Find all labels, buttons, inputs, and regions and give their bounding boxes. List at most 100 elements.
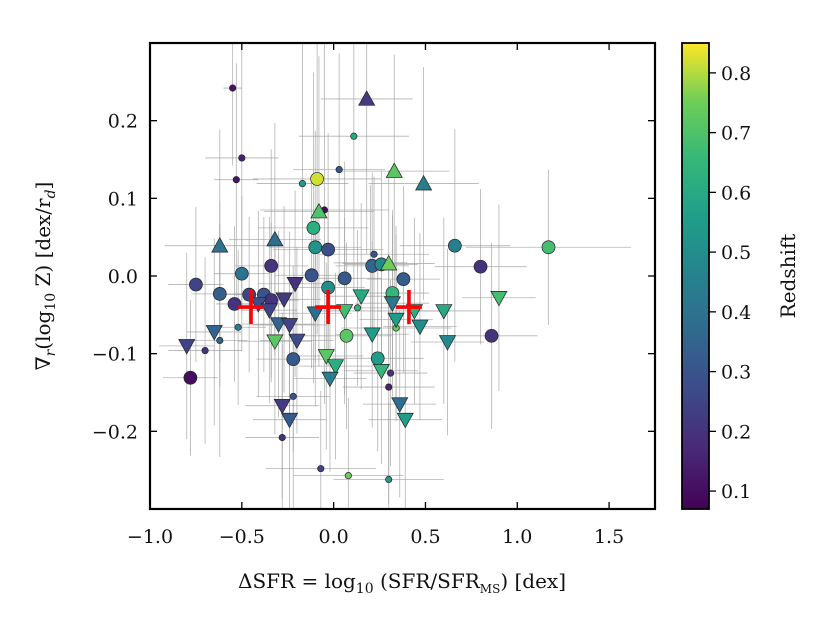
circle-point	[321, 242, 335, 257]
x-axis-label: ΔSFR = log10 (SFR/SFRMS) [dex]	[238, 569, 566, 597]
x-tick-label: 1.0	[502, 526, 532, 548]
colorbar-tick-label: 0.8	[721, 63, 751, 85]
upward-triangle-point	[358, 90, 376, 106]
colorbar-tick-label: 0.3	[721, 362, 751, 384]
circle-point	[484, 328, 499, 343]
downward-triangle-point	[372, 364, 390, 380]
downward-triangle-point	[317, 349, 335, 365]
circle-point	[234, 266, 249, 281]
downward-triangle-point	[275, 292, 293, 309]
small-circle-point	[317, 465, 325, 473]
circle-point	[189, 277, 203, 292]
y-tick-label: 0.2	[108, 111, 138, 133]
circle-point	[447, 238, 462, 253]
downward-triangle-point	[280, 318, 299, 334]
small-circle-point	[289, 392, 297, 400]
circle-point	[370, 351, 385, 366]
small-circle-point	[344, 472, 352, 480]
small-circle-point	[234, 323, 242, 331]
circle-point	[227, 297, 242, 311]
downward-triangle-point	[260, 303, 278, 319]
small-circle-point	[298, 180, 306, 188]
error-bars	[159, 43, 632, 509]
small-circle-point	[335, 166, 343, 174]
upward-triangle-point	[380, 254, 398, 271]
x-axis: −1.0 −0.5 0.0 0.5 1.0 1.5	[127, 43, 624, 548]
colorbar-ticks: 0.1 0.2 0.3 0.4 0.5 0.6 0.7 0.8	[709, 63, 751, 503]
y-tick-label: 0.0	[108, 266, 138, 288]
downward-triangle-point	[266, 334, 284, 350]
x-tick-label: −0.5	[219, 526, 265, 548]
downward-triangle-point	[363, 327, 381, 343]
small-circle-point	[201, 347, 209, 355]
downward-triangle-point	[269, 317, 288, 333]
x-tick-label: 0.5	[410, 526, 440, 548]
circle-point	[308, 240, 323, 255]
downward-triangle-point	[321, 371, 339, 388]
y-axis: −0.2 −0.1 0.0 0.1 0.2	[92, 111, 655, 443]
small-circle-point	[353, 304, 362, 312]
y-tick-label: −0.2	[92, 421, 138, 443]
colorbar-tick-label: 0.4	[721, 302, 751, 324]
circle-point	[286, 352, 301, 366]
small-circle-point	[229, 84, 237, 92]
circle-point	[306, 220, 321, 235]
colorbar-tick-label: 0.7	[721, 123, 751, 145]
upward-triangle-point	[266, 230, 284, 247]
small-circle-point	[350, 132, 358, 140]
colorbar	[682, 43, 709, 509]
small-circle-point	[278, 433, 286, 442]
downward-triangle-point	[411, 319, 429, 336]
downward-triangle-point	[396, 412, 414, 429]
downward-triangle-point	[273, 398, 291, 415]
y-tick-label: 0.1	[108, 188, 138, 210]
downward-triangle-point	[387, 312, 405, 329]
binned-medians	[238, 289, 422, 325]
small-circle-point	[238, 154, 246, 162]
upward-triangle-point	[310, 202, 328, 219]
colorbar-tick-label: 0.1	[721, 481, 751, 503]
small-circle-point	[385, 383, 393, 391]
downward-triangle-point	[383, 296, 401, 312]
colorbar-tick-label: 0.5	[721, 242, 751, 264]
circle-point	[541, 240, 556, 255]
downward-triangle-point	[352, 289, 370, 305]
downward-triangle-point	[280, 412, 299, 429]
small-circle-point	[370, 250, 378, 258]
colorbar-label: Redshift	[776, 234, 800, 319]
circle-point	[310, 172, 324, 186]
circle-point	[264, 259, 279, 273]
y-axis-label: ∇r(log10 Z) [dex/rd]	[31, 182, 59, 371]
x-tick-label: 1.5	[594, 526, 624, 548]
upward-triangle-point	[211, 236, 229, 253]
upward-triangle-point	[385, 162, 403, 178]
circle-point	[337, 271, 352, 286]
upward-triangle-point	[415, 174, 433, 191]
downward-triangle-point	[288, 333, 306, 350]
circle-point	[396, 272, 411, 286]
x-tick-label: 0.0	[319, 526, 349, 548]
colorbar-tick-label: 0.6	[721, 182, 751, 204]
circle-point	[304, 268, 319, 283]
downward-triangle-point	[306, 306, 324, 323]
downward-triangle-point	[205, 325, 223, 341]
circle-point	[183, 370, 198, 385]
circle-point	[339, 328, 354, 343]
y-tick-label: −0.1	[92, 344, 138, 366]
colorbar-frame	[681, 42, 710, 510]
colorbar-tick-label: 0.2	[721, 421, 751, 443]
circle-point	[212, 287, 227, 301]
x-tick-label: −1.0	[127, 526, 173, 548]
downward-triangle-point	[391, 397, 409, 413]
small-circle-point	[216, 336, 224, 345]
downward-triangle-point	[326, 359, 345, 375]
small-circle-point	[232, 176, 240, 184]
circle-point	[473, 259, 488, 274]
downward-triangle-point	[490, 290, 508, 307]
small-circle-point	[385, 475, 393, 484]
small-circle-point	[387, 369, 395, 377]
downward-triangle-point	[435, 304, 453, 320]
downward-triangle-point	[178, 339, 196, 355]
downward-triangle-point	[286, 277, 304, 293]
